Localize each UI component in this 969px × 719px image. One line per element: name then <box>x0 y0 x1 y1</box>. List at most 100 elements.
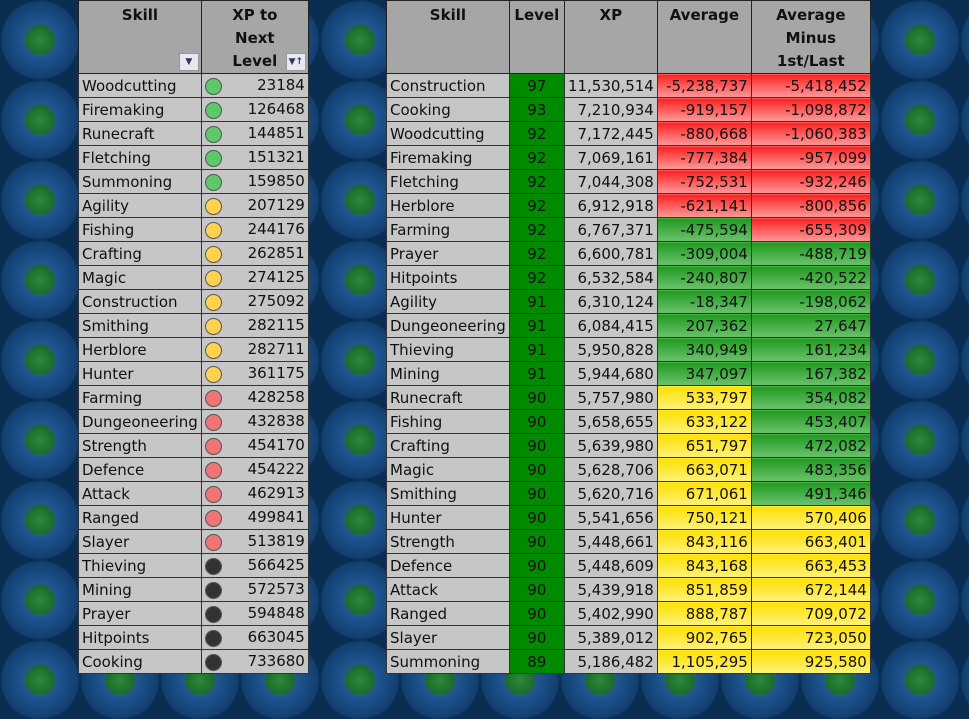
average-minus-cell[interactable]: -655,309 <box>750 217 871 242</box>
average-minus-cell[interactable]: 709,072 <box>750 601 871 626</box>
skill-cell[interactable]: Smithing <box>386 481 510 506</box>
xp-to-next-cell[interactable]: 454222 <box>200 457 309 482</box>
average-cell[interactable]: 651,797 <box>656 433 752 458</box>
skill-cell[interactable]: Ranged <box>386 601 510 626</box>
average-cell[interactable]: -752,531 <box>656 169 752 194</box>
xp-cell[interactable]: 7,069,161 <box>563 145 658 170</box>
level-cell[interactable]: 97 <box>508 73 565 98</box>
xp-cell[interactable]: 5,628,706 <box>563 457 658 482</box>
skill-cell[interactable]: Hitpoints <box>386 265 510 290</box>
skill-cell[interactable]: Woodcutting <box>386 121 510 146</box>
xp-cell[interactable]: 7,044,308 <box>563 169 658 194</box>
xp-cell[interactable]: 6,600,781 <box>563 241 658 266</box>
skill-cell[interactable]: Attack <box>78 481 202 506</box>
skill-cell[interactable]: Strength <box>386 529 510 554</box>
average-minus-cell[interactable]: -1,060,383 <box>750 121 871 146</box>
average-minus-cell[interactable]: 672,144 <box>750 577 871 602</box>
level-cell[interactable]: 91 <box>508 361 565 386</box>
xp-to-next-cell[interactable]: 733680 <box>200 649 309 674</box>
average-minus-cell[interactable]: 453,407 <box>750 409 871 434</box>
xp-cell[interactable]: 5,439,918 <box>563 577 658 602</box>
skill-cell[interactable]: Dungeoneering <box>386 313 510 338</box>
level-cell[interactable]: 90 <box>508 577 565 602</box>
xp-cell[interactable]: 5,541,656 <box>563 505 658 530</box>
skill-cell[interactable]: Woodcutting <box>78 73 202 98</box>
skill-cell[interactable]: Dungeoneering <box>78 409 202 434</box>
xp-to-next-cell[interactable]: 144851 <box>200 121 309 146</box>
average-cell[interactable]: 750,121 <box>656 505 752 530</box>
skill-cell[interactable]: Runecraft <box>386 385 510 410</box>
level-cell[interactable]: 91 <box>508 337 565 362</box>
average-cell[interactable]: 347,097 <box>656 361 752 386</box>
skill-cell[interactable]: Thieving <box>78 553 202 578</box>
skill-cell[interactable]: Prayer <box>78 601 202 626</box>
level-cell[interactable]: 90 <box>508 409 565 434</box>
level-cell[interactable]: 90 <box>508 505 565 530</box>
average-minus-cell[interactable]: -488,719 <box>750 241 871 266</box>
xp-cell[interactable]: 6,767,371 <box>563 217 658 242</box>
skill-cell[interactable]: Crafting <box>78 241 202 266</box>
average-minus-cell[interactable]: 723,050 <box>750 625 871 650</box>
average-cell[interactable]: 888,787 <box>656 601 752 626</box>
skill-cell[interactable]: Firemaking <box>386 145 510 170</box>
average-cell[interactable]: 843,168 <box>656 553 752 578</box>
average-cell[interactable]: 851,859 <box>656 577 752 602</box>
xp-cell[interactable]: 5,757,980 <box>563 385 658 410</box>
skill-cell[interactable]: Runecraft <box>78 121 202 146</box>
skill-cell[interactable]: Construction <box>78 289 202 314</box>
level-cell[interactable]: 90 <box>508 601 565 626</box>
average-minus-cell[interactable]: -5,418,452 <box>750 73 871 98</box>
average-minus-cell[interactable]: 663,453 <box>750 553 871 578</box>
skill-cell[interactable]: Defence <box>78 457 202 482</box>
skill-cell[interactable]: Crafting <box>386 433 510 458</box>
average-minus-cell[interactable]: -1,098,872 <box>750 97 871 122</box>
xp-to-next-cell[interactable]: 159850 <box>200 169 309 194</box>
level-cell[interactable]: 92 <box>508 265 565 290</box>
xp-to-next-cell[interactable]: 572573 <box>200 577 309 602</box>
xp-cell[interactable]: 5,186,482 <box>563 649 658 674</box>
xp-cell[interactable]: 6,084,415 <box>563 313 658 338</box>
level-cell[interactable]: 90 <box>508 625 565 650</box>
skill-cell[interactable]: Fishing <box>78 217 202 242</box>
average-cell[interactable]: -18,347 <box>656 289 752 314</box>
xp-cell[interactable]: 7,172,445 <box>563 121 658 146</box>
xp-to-next-cell[interactable]: 462913 <box>200 481 309 506</box>
level-cell[interactable]: 93 <box>508 97 565 122</box>
average-minus-cell[interactable]: 663,401 <box>750 529 871 554</box>
level-cell[interactable]: 91 <box>508 313 565 338</box>
skill-cell[interactable]: Cooking <box>386 97 510 122</box>
xp-cell[interactable]: 6,912,918 <box>563 193 658 218</box>
level-cell[interactable]: 89 <box>508 649 565 674</box>
level-cell[interactable]: 90 <box>508 433 565 458</box>
skill-cell[interactable]: Summoning <box>78 169 202 194</box>
average-minus-cell[interactable]: -957,099 <box>750 145 871 170</box>
xp-cell[interactable]: 5,448,661 <box>563 529 658 554</box>
xp-cell[interactable]: 5,950,828 <box>563 337 658 362</box>
skill-cell[interactable]: Mining <box>386 361 510 386</box>
average-minus-cell[interactable]: 483,356 <box>750 457 871 482</box>
level-cell[interactable]: 90 <box>508 481 565 506</box>
average-cell[interactable]: -240,807 <box>656 265 752 290</box>
level-cell[interactable]: 90 <box>508 529 565 554</box>
xp-to-next-cell[interactable]: 23184 <box>200 73 309 98</box>
level-cell[interactable]: 91 <box>508 289 565 314</box>
skill-cell[interactable]: Slayer <box>78 529 202 554</box>
skill-cell[interactable]: Mining <box>78 577 202 602</box>
skill-cell[interactable]: Farming <box>386 217 510 242</box>
average-minus-cell[interactable]: 167,382 <box>750 361 871 386</box>
average-minus-cell[interactable]: -420,522 <box>750 265 871 290</box>
skill-cell[interactable]: Agility <box>78 193 202 218</box>
xp-to-next-cell[interactable]: 151321 <box>200 145 309 170</box>
skill-cell[interactable]: Firemaking <box>78 97 202 122</box>
skill-cell[interactable]: Agility <box>386 289 510 314</box>
level-cell[interactable]: 92 <box>508 217 565 242</box>
average-cell[interactable]: -475,594 <box>656 217 752 242</box>
average-cell[interactable]: -880,668 <box>656 121 752 146</box>
xp-to-next-cell[interactable]: 361175 <box>200 361 309 386</box>
xp-to-next-cell[interactable]: 499841 <box>200 505 309 530</box>
xp-cell[interactable]: 5,402,990 <box>563 601 658 626</box>
skill-cell[interactable]: Farming <box>78 385 202 410</box>
level-cell[interactable]: 92 <box>508 121 565 146</box>
average-cell[interactable]: 533,797 <box>656 385 752 410</box>
skill-cell[interactable]: Herblore <box>386 193 510 218</box>
